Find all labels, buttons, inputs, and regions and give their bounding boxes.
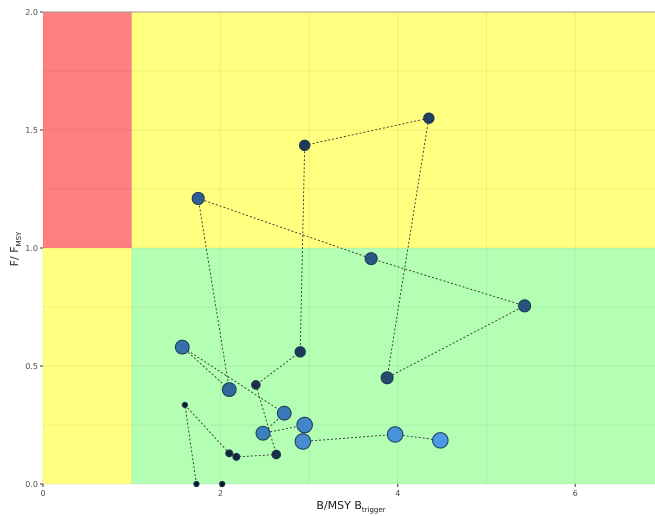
data-point-14: [174, 339, 190, 355]
point-layer: [174, 112, 532, 488]
data-point-16: [255, 425, 271, 441]
data-point-3: [232, 452, 241, 461]
zone-3: [131, 248, 655, 484]
data-point-6: [294, 346, 306, 358]
data-point-1: [181, 401, 189, 409]
data-point-20: [432, 432, 449, 449]
y-tick-label: 1.5: [25, 126, 38, 135]
data-point-19: [386, 426, 404, 443]
data-point-11: [364, 252, 378, 266]
tick-layer: 0 2 4 6 0.0 0.5 1.0 1.5 2.0: [25, 8, 577, 498]
y-tick-label: 0.5: [25, 362, 38, 371]
data-point-7: [298, 139, 311, 152]
x-axis-title-sub: trigger: [362, 506, 386, 514]
data-point-12: [191, 191, 205, 205]
data-point-17: [296, 416, 313, 434]
zone-1: [131, 12, 655, 248]
x-axis-title: B/MSY Btrigger: [316, 499, 385, 514]
y-tick-label: 2.0: [25, 8, 38, 17]
data-point-13: [221, 382, 237, 398]
y-axis-title-main: F/ F: [8, 246, 21, 266]
x-axis-title-main: B/MSY B: [316, 499, 362, 512]
data-point-5: [251, 380, 261, 390]
x-tick-label: 6: [573, 489, 578, 498]
zone-0: [43, 12, 132, 248]
data-point-2: [225, 449, 234, 458]
data-point-0: [193, 480, 200, 488]
x-tick-label: 0: [40, 489, 45, 498]
y-axis-title-sub: MSY: [15, 231, 23, 246]
y-tick-label: 0.0: [25, 480, 38, 489]
data-point-4: [271, 449, 282, 460]
data-point-10: [518, 299, 532, 313]
x-tick-label: 4: [395, 489, 400, 498]
data-point-15: [276, 405, 292, 421]
zone-layer: [43, 12, 655, 484]
data-point-18: [294, 433, 312, 450]
zone-2: [43, 248, 132, 484]
x-tick-label: 2: [218, 489, 223, 498]
y-axis-title: F/ FMSY: [8, 231, 23, 266]
data-point-9: [380, 371, 394, 385]
data-point-8: [423, 112, 435, 124]
y-tick-label: 1.0: [25, 244, 38, 253]
